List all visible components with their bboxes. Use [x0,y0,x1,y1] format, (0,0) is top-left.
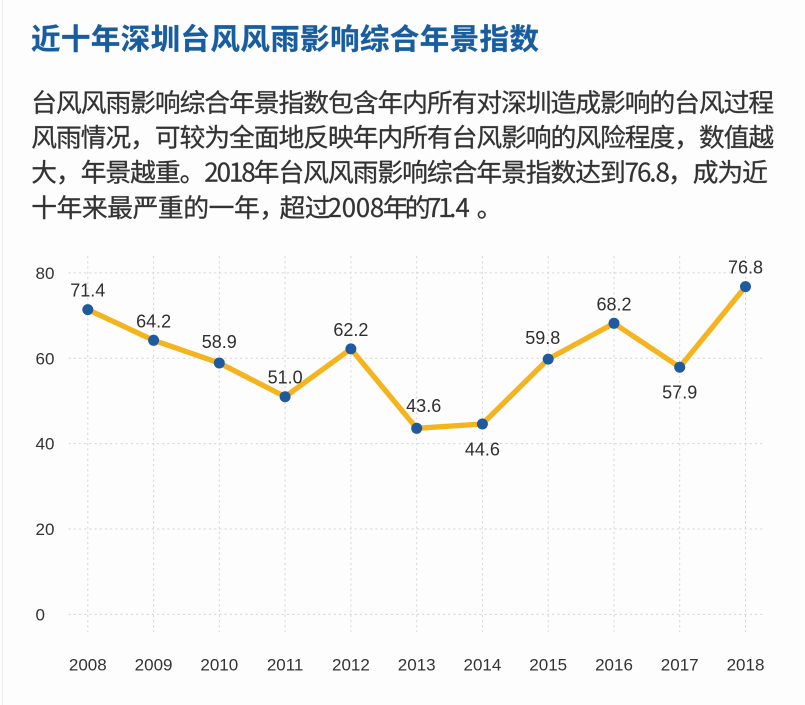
svg-text:71.4: 71.4 [70,281,105,301]
svg-text:2011: 2011 [267,655,304,674]
svg-text:57.9: 57.9 [662,383,697,403]
svg-text:2017: 2017 [661,655,699,674]
svg-text:2010: 2010 [200,655,238,674]
svg-text:20: 20 [36,520,55,539]
svg-text:43.6: 43.6 [406,396,441,416]
svg-text:64.2: 64.2 [136,311,171,331]
svg-text:2015: 2015 [529,655,567,674]
svg-text:44.6: 44.6 [465,439,500,459]
svg-text:59.8: 59.8 [525,328,560,348]
svg-text:51.0: 51.0 [268,368,303,388]
svg-text:2009: 2009 [135,655,173,674]
svg-text:2012: 2012 [332,655,370,674]
svg-text:80: 80 [36,264,55,283]
svg-text:0: 0 [36,606,45,625]
svg-text:2016: 2016 [595,655,633,674]
svg-text:58.9: 58.9 [202,332,237,352]
svg-text:62.2: 62.2 [333,320,368,340]
svg-text:2008: 2008 [69,655,107,674]
svg-text:2013: 2013 [398,655,436,674]
svg-text:68.2: 68.2 [596,294,631,314]
svg-text:2018: 2018 [727,655,765,674]
svg-text:40: 40 [36,435,55,454]
svg-text:2014: 2014 [463,655,501,674]
svg-text:60: 60 [36,349,55,368]
svg-text:76.8: 76.8 [728,258,763,278]
